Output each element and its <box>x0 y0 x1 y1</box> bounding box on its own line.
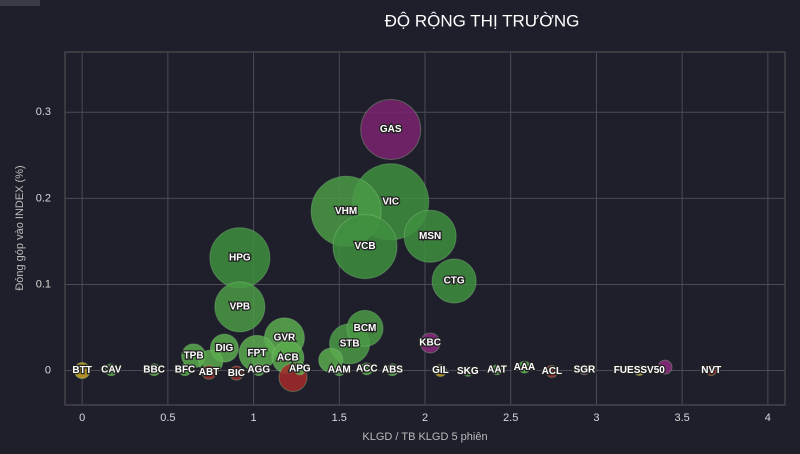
bubble <box>433 364 447 378</box>
bubble-label: BFC <box>175 364 196 375</box>
bubble-label: TPB <box>184 351 204 362</box>
bubble-label: BCM <box>354 323 377 334</box>
bubble <box>578 364 590 376</box>
bubble-label: HPG <box>229 252 251 263</box>
bubble <box>104 363 118 377</box>
bubble-label: MSN <box>419 231 441 242</box>
bubble-label: VPB <box>230 301 251 312</box>
x-tick-label: 2.5 <box>503 412 518 424</box>
bubble <box>385 363 399 377</box>
bubble <box>360 362 374 376</box>
bubble-label: CAV <box>101 364 122 375</box>
x-tick-label: 1.5 <box>332 412 347 424</box>
bubble <box>431 258 477 304</box>
bubble-label: ABT <box>199 367 220 378</box>
bubble <box>462 365 474 377</box>
bubble <box>201 364 217 380</box>
bubble <box>517 360 531 374</box>
bubble-label: AGG <box>247 364 270 375</box>
x-tick-label: 0.5 <box>160 412 175 424</box>
bubble-label: KBC <box>419 338 441 349</box>
bubble-label: CTG <box>444 276 465 287</box>
x-tick-label: 3.5 <box>674 412 689 424</box>
x-tick-label: 1 <box>251 412 257 424</box>
tab <box>0 0 40 6</box>
bubble-label: SKG <box>457 366 479 377</box>
bubble-label: BBC <box>143 364 165 375</box>
bubble <box>360 98 422 160</box>
bubble-label: GVR <box>274 332 296 343</box>
bubble-label: GAS <box>380 124 402 135</box>
bubble <box>545 364 559 378</box>
bubble-label: DIG <box>216 343 234 354</box>
bubble-label: NVT <box>701 365 721 376</box>
bubble <box>252 363 266 377</box>
bubble-label: ABS <box>382 364 403 375</box>
bubble-label: STB <box>340 339 360 350</box>
x-tick-label: 4 <box>765 412 771 424</box>
bubble <box>705 365 717 377</box>
bubble-label: BTT <box>72 365 91 376</box>
bubble-label: VIC <box>382 196 399 207</box>
bubble <box>293 362 307 376</box>
bubble <box>73 362 91 380</box>
y-tick-label: 0.3 <box>36 106 51 118</box>
bubble <box>346 309 384 347</box>
bubble <box>657 359 673 375</box>
bubble-label: AAT <box>487 364 507 375</box>
bubble-label: FUESSV50 <box>614 365 666 376</box>
bubble-label: AAA <box>514 362 536 373</box>
bubble <box>332 214 398 280</box>
bubble <box>419 332 441 354</box>
bubble <box>633 365 645 377</box>
bubble-label: ACL <box>542 366 563 377</box>
bubble <box>403 209 457 263</box>
x-tick-label: 0 <box>79 412 85 424</box>
bubble-label: FPT <box>248 348 267 359</box>
bubble-label: ACB <box>277 352 299 363</box>
bubble-label: GIL <box>432 365 449 376</box>
x-tick-label: 2 <box>422 412 428 424</box>
bubble-label: SGR <box>574 364 596 375</box>
bubble <box>332 363 346 377</box>
bubble-label: AAM <box>328 364 351 375</box>
bubble-label: APG <box>289 363 311 374</box>
y-tick-label: 0 <box>45 364 51 376</box>
bubble-label: VHM <box>335 206 357 217</box>
bubble <box>147 363 161 377</box>
bubble-label: ACC <box>356 363 378 374</box>
bubble-label: VCB <box>354 241 375 252</box>
bubble <box>228 365 244 381</box>
x-tick-label: 3 <box>593 412 599 424</box>
x-axis-label: KLGD / TB KLGD 5 phiên <box>362 431 487 443</box>
chart-title: ĐỘ RỘNG THỊ TRƯỜNG <box>385 11 580 30</box>
y-tick-label: 0.1 <box>36 278 51 290</box>
y-axis-label: Đóng góp vào INDEX (%) <box>14 165 26 290</box>
bubble-label: BIC <box>228 368 245 379</box>
bubble <box>491 364 503 376</box>
bubble <box>178 363 192 377</box>
y-tick-label: 0.2 <box>36 192 51 204</box>
bubble <box>214 281 266 333</box>
